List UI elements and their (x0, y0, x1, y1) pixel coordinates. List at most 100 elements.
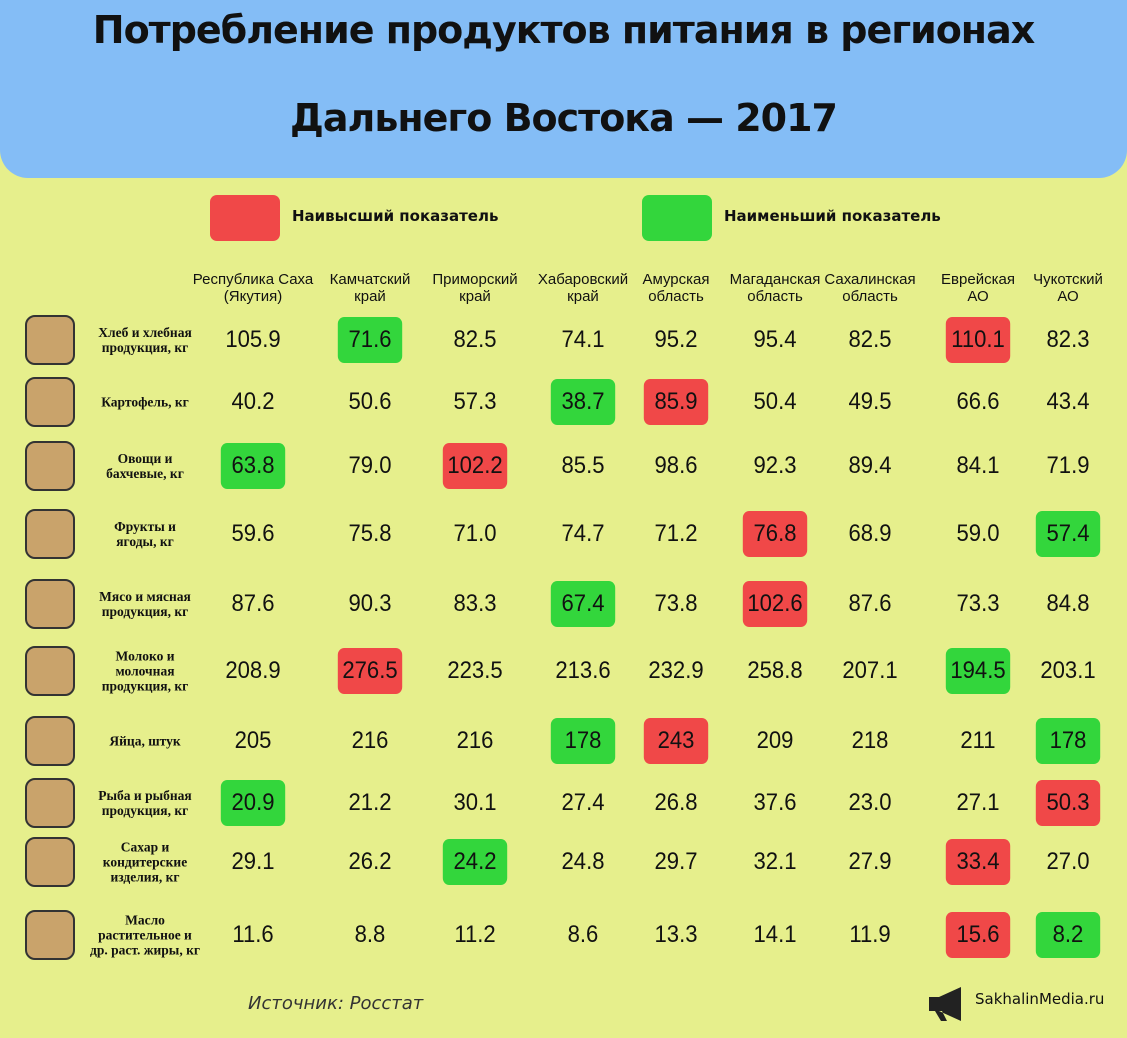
cell: 8.6 (567, 921, 599, 948)
cell: 13.3 (654, 921, 698, 948)
legend-swatch (210, 195, 280, 241)
cell: 90.3 (348, 590, 392, 617)
text-line: др. раст. жиры, кг (90, 942, 200, 958)
text-line: Картофель, кг (101, 394, 189, 410)
cell: 71.9 (1046, 452, 1090, 479)
text-line: АО (967, 288, 989, 305)
legend-swatch (642, 195, 712, 241)
column-header: Приморский край (432, 271, 517, 305)
cell: 82.5 (453, 326, 497, 353)
text-line: Фрукты и (114, 519, 176, 534)
cell: 11.6 (232, 921, 274, 948)
cell: 27.9 (848, 848, 892, 875)
cell: 92.3 (753, 452, 797, 479)
cell: 110.1 (945, 317, 1011, 363)
cell: 24.2 (442, 839, 508, 885)
cell: 102.6 (742, 581, 808, 627)
row-icon (25, 837, 75, 887)
column-header: Амурская область (642, 271, 709, 305)
cell: 89.4 (848, 452, 892, 479)
text-line: Сахар и (120, 839, 170, 855)
column-header: Республика Саха (Якутия) (193, 271, 313, 305)
text-line: продукция, кг (101, 678, 189, 694)
cell: 276.5 (337, 648, 403, 694)
cell: 66.6 (956, 388, 1000, 415)
text-line: Хлеб и хлебная (98, 325, 192, 340)
cell: 50.3 (1035, 780, 1101, 826)
cell: 8.8 (354, 921, 386, 948)
cell: 37.6 (753, 789, 797, 816)
cell: 20.9 (220, 780, 286, 826)
text-line: кондитерские (102, 854, 188, 870)
row-label: Рыба и рыбная продукция, кг (98, 788, 191, 818)
cell: 84.8 (1046, 590, 1090, 617)
cell: 63.8 (220, 443, 286, 489)
row-label: Сахар и кондитерские изделия, кг (103, 840, 187, 885)
cell: 82.5 (848, 326, 892, 353)
cell: 95.2 (654, 326, 698, 353)
cell: 27.0 (1046, 848, 1090, 875)
row-label: Фрукты и ягоды, кг (114, 519, 176, 549)
cell: 102.2 (442, 443, 508, 489)
row-icon (25, 377, 75, 427)
cell: 243 (643, 718, 709, 764)
cell: 71.0 (453, 520, 497, 547)
row-icon (25, 646, 75, 696)
cell: 30.1 (453, 789, 497, 816)
cell: 205 (234, 727, 272, 754)
row-label: Картофель, кг (101, 395, 189, 410)
text-line: Рыба и рыбная (98, 788, 192, 803)
cell: 75.8 (348, 520, 392, 547)
row-label: Мясо и мясная продукция, кг (99, 589, 191, 619)
cell: 203.1 (1040, 657, 1096, 684)
row-label: Молоко и молочная продукция, кг (102, 649, 189, 694)
cell: 71.2 (654, 520, 698, 547)
row-icon (25, 509, 75, 559)
cell: 43.4 (1046, 388, 1090, 415)
text-line: Овощи и (117, 451, 173, 466)
source: Источник: Росстат (248, 993, 424, 1014)
cell: 98.6 (654, 452, 698, 479)
cell: 223.5 (447, 657, 503, 684)
cell: 105.9 (225, 326, 281, 353)
row-icon (25, 579, 75, 629)
cell: 209 (756, 727, 794, 754)
row-label: Хлеб и хлебная продукция, кг (98, 325, 192, 355)
cell: 79.0 (348, 452, 392, 479)
text-line: растительное и (98, 927, 192, 943)
text-line: край (354, 288, 386, 305)
cell: 40.2 (231, 388, 275, 415)
cell: 11.9 (849, 921, 891, 948)
site: SakhalinMedia.ru (975, 990, 1105, 1008)
cell: 29.7 (654, 848, 698, 875)
cell: 38.7 (550, 379, 616, 425)
text-line: продукция, кг (101, 604, 189, 619)
cell: 74.7 (561, 520, 605, 547)
cell: 27.1 (956, 789, 1000, 816)
cell: 15.6 (945, 912, 1011, 958)
cell: 59.6 (231, 520, 275, 547)
column-header: Сахалинская область (824, 271, 915, 305)
text-line: край (459, 288, 491, 305)
text-line: Чукотский (1033, 271, 1103, 288)
cell: 83.3 (453, 590, 497, 617)
text-line: продукция, кг (101, 803, 189, 818)
text-line: молочная (115, 663, 175, 679)
text-line: Молоко и (115, 648, 175, 664)
row-icon (25, 910, 75, 960)
text-line: Яйца, штук (109, 733, 181, 749)
row-label: Масло растительное и др. раст. жиры, кг (90, 913, 200, 958)
cell: 14.1 (753, 921, 797, 948)
cell: 49.5 (848, 388, 892, 415)
text-line: область (747, 288, 803, 305)
text-line: Мясо и мясная (99, 589, 191, 604)
cell: 24.8 (561, 848, 605, 875)
text-line: изделия, кг (110, 869, 180, 885)
cell: 84.1 (956, 452, 1000, 479)
cell: 87.6 (848, 590, 892, 617)
logo (929, 987, 961, 1021)
text-line: Республика Саха (192, 271, 314, 288)
cell: 216 (351, 727, 389, 754)
cell: 207.1 (842, 657, 898, 684)
cell: 57.3 (453, 388, 497, 415)
